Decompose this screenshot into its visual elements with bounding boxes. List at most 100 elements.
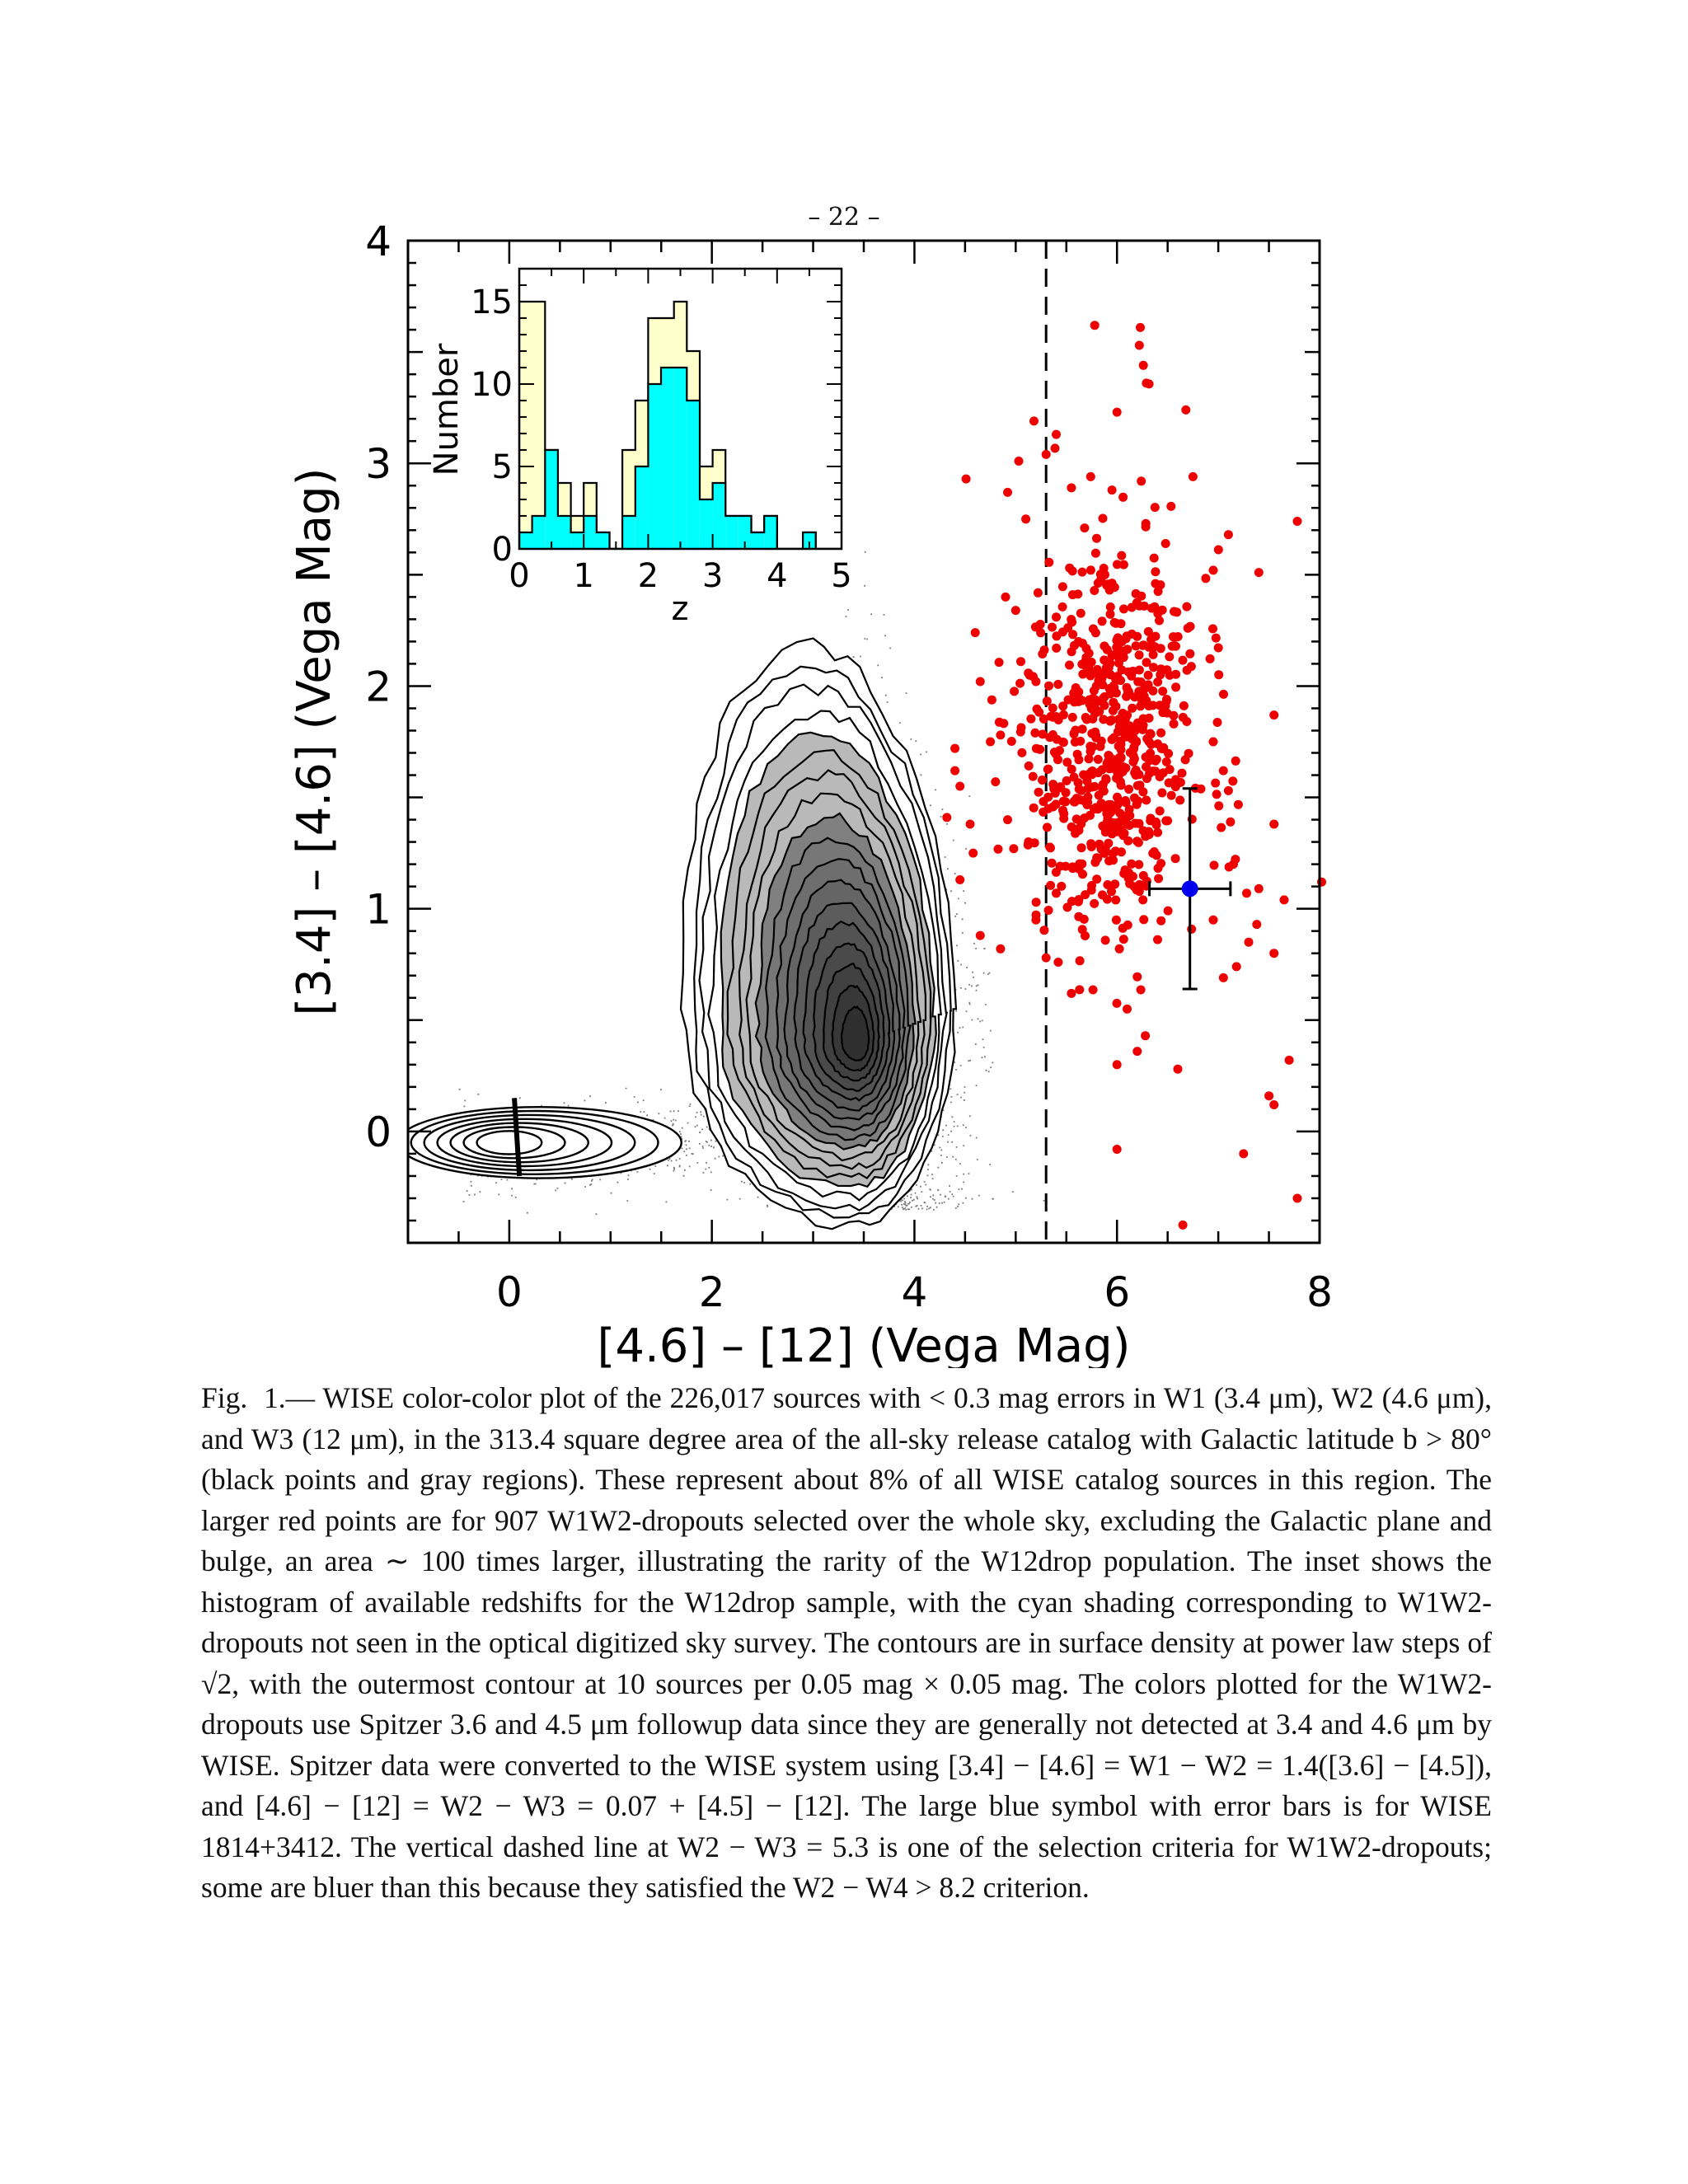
x-tick-label: 0 [496, 1268, 523, 1316]
dropout-point [1171, 669, 1181, 679]
dropout-point [1149, 663, 1158, 673]
dropout-point [1057, 881, 1067, 891]
dropout-point [1153, 677, 1163, 687]
dropout-point [968, 848, 978, 858]
dropout-point [1292, 517, 1302, 526]
dropout-point [1015, 678, 1025, 688]
dropout-point [1153, 864, 1163, 873]
dropout-point [1029, 838, 1039, 848]
dropout-point [1104, 684, 1114, 693]
dropout-point [1175, 795, 1185, 805]
dropout-point [1118, 935, 1128, 944]
dropout-point [1075, 794, 1085, 804]
dropout-point [1128, 757, 1138, 766]
dropout-point [1114, 944, 1124, 954]
dropout-point [1254, 568, 1264, 578]
dropout-point [1090, 705, 1100, 715]
dropout-point [1077, 724, 1087, 734]
dropout-point [1076, 843, 1086, 853]
histogram-outline [519, 366, 842, 549]
dropout-point [1239, 1149, 1249, 1159]
dropout-point [1142, 774, 1151, 784]
stellar-locus-contour [423, 1113, 636, 1172]
inset-y-tick-label: 0 [492, 531, 513, 569]
dropout-point [1209, 860, 1219, 870]
dropout-point [1139, 915, 1149, 925]
dropout-point [1119, 729, 1129, 738]
histogram-bar [570, 532, 584, 549]
dropout-point [1161, 757, 1171, 766]
dropout-point [1213, 643, 1223, 653]
dropout-point [1114, 715, 1123, 724]
dropout-point [1134, 860, 1144, 869]
dropout-point [942, 813, 952, 823]
dropout-point [1067, 822, 1076, 832]
inset-x-tick-label: 5 [831, 557, 851, 595]
dropout-point [1279, 895, 1289, 905]
dropout-point [1092, 874, 1102, 884]
dropout-point [1134, 650, 1144, 660]
dropout-point [1131, 641, 1141, 651]
dropout-point [961, 474, 971, 484]
dropout-point [1151, 567, 1160, 577]
dropout-point [1159, 743, 1169, 752]
dropout-point [1042, 696, 1052, 706]
dropout-point [1123, 920, 1132, 930]
dropout-point [1158, 687, 1168, 696]
dropout-point [1030, 622, 1040, 632]
histogram-bar [545, 450, 558, 549]
dropout-point [1205, 654, 1215, 663]
dropout-point [1052, 888, 1061, 898]
dropout-point [996, 944, 1006, 954]
dropout-point [1110, 804, 1120, 814]
dropout-point [1071, 691, 1081, 701]
dropout-point [1182, 602, 1192, 612]
dropout-point [1173, 1064, 1183, 1074]
dropout-point [1292, 1193, 1302, 1203]
dropout-point [965, 819, 975, 829]
inset-x-tick-label: 1 [573, 557, 593, 595]
dropout-point [1107, 829, 1117, 839]
dropout-point [1048, 802, 1058, 812]
dropout-point [975, 677, 985, 687]
dropout-point [1111, 688, 1121, 698]
dropout-point [1088, 714, 1098, 724]
dropout-point [1100, 844, 1110, 854]
dropout-point [1231, 855, 1240, 865]
page-number: – 22 – [808, 203, 880, 232]
dropout-point [1086, 839, 1096, 849]
dropout-point [1104, 800, 1114, 809]
histogram-bar [725, 516, 738, 549]
dropout-point [1082, 776, 1092, 786]
histogram-bar [635, 466, 649, 549]
dropout-point [1146, 748, 1156, 758]
dropout-point [1084, 754, 1094, 764]
dropout-point [1208, 737, 1218, 747]
dropout-point [1113, 792, 1122, 802]
dropout-point [1121, 798, 1131, 808]
dropout-point [1112, 762, 1122, 771]
dropout-point [1164, 778, 1174, 788]
dropout-point [1081, 890, 1090, 900]
dropout-point [1212, 718, 1222, 727]
stellar-locus-contour [408, 1106, 682, 1179]
histogram-bar [519, 302, 532, 549]
dropout-point [1055, 861, 1065, 871]
histogram-bar [661, 368, 674, 549]
histogram-bar [532, 302, 546, 549]
stellar-locus-contour [410, 1109, 659, 1176]
dropout-point [1264, 1091, 1274, 1101]
dropout-point [1109, 820, 1119, 830]
dropout-point [1010, 687, 1020, 696]
dropout-point [1085, 742, 1095, 751]
redshift-histogram-inset: 0 1 2 3 4 5 0 5 10 15 z Number [428, 267, 852, 628]
dropout-point [1039, 926, 1049, 935]
dropout-point [1055, 746, 1064, 756]
y-tick-label: 2 [365, 663, 392, 710]
dropout-point [1105, 609, 1115, 619]
dropout-point [993, 844, 1003, 854]
dropout-point [1052, 612, 1061, 622]
dropout-point [1100, 641, 1109, 651]
dropout-point [1112, 1145, 1122, 1154]
dropout-point [1048, 622, 1057, 632]
